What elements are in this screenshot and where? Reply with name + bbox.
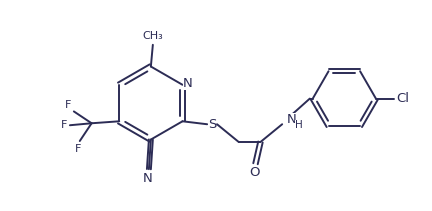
Text: N: N bbox=[287, 113, 297, 126]
Text: N: N bbox=[143, 172, 153, 185]
Text: O: O bbox=[249, 166, 260, 179]
Text: Cl: Cl bbox=[396, 92, 409, 105]
Text: F: F bbox=[65, 100, 71, 111]
Text: F: F bbox=[61, 120, 67, 130]
Text: H: H bbox=[295, 120, 303, 130]
Text: F: F bbox=[75, 144, 81, 154]
Text: S: S bbox=[208, 118, 216, 131]
Text: CH₃: CH₃ bbox=[143, 31, 163, 41]
Text: N: N bbox=[183, 77, 192, 90]
